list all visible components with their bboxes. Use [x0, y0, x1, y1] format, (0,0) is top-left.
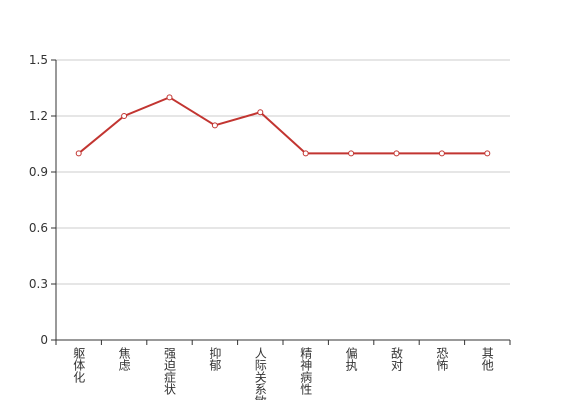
x-tick-label: 人际关系敏感	[253, 347, 267, 400]
x-tick-label: 抑郁	[208, 346, 222, 372]
point	[75, 150, 82, 157]
x-tick-label: 精神病性	[299, 347, 313, 396]
point	[393, 150, 400, 157]
y-tick-label: 0.6	[29, 221, 48, 235]
y-tick-label: 0.3	[29, 277, 48, 291]
x-tick-label: 敌对	[390, 346, 404, 371]
point	[438, 150, 445, 157]
point	[121, 113, 128, 119]
x-tick-label: 偏执	[344, 346, 358, 372]
x-tick-label: 焦虑	[117, 347, 131, 371]
y-tick-label: 1.2	[29, 109, 48, 123]
point	[166, 94, 173, 101]
point	[257, 109, 264, 116]
point	[302, 150, 309, 157]
point	[348, 150, 355, 157]
x-tick-label: 躯体化	[72, 346, 86, 384]
line	[78, 96, 488, 155]
y-tick-label: 0	[40, 333, 48, 347]
y-tick-label: 0.9	[29, 165, 48, 179]
x-tick-label: 恐怖	[435, 347, 449, 371]
x-tick-label: 其他	[480, 347, 494, 371]
point	[211, 122, 218, 129]
x-tick-label: 强迫症状	[163, 347, 177, 395]
point	[484, 150, 491, 157]
y-tick-label: 1.5	[29, 53, 48, 67]
